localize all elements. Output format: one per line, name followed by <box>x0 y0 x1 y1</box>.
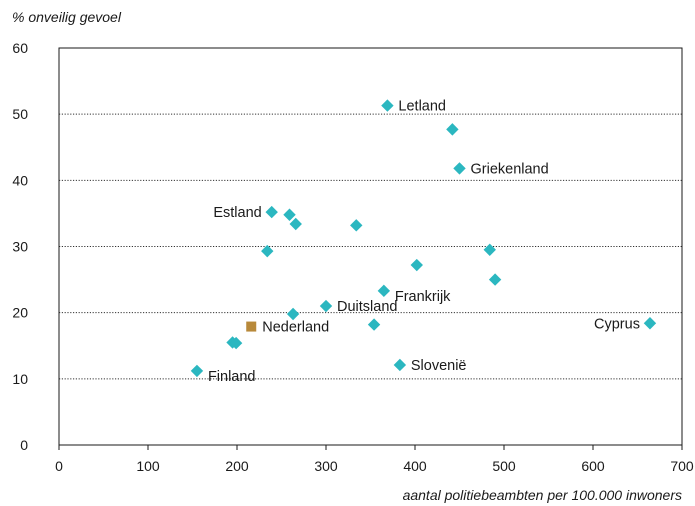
data-point <box>410 258 423 272</box>
x-tick-label: 600 <box>581 458 605 474</box>
point-label: Frankrijk <box>395 289 451 305</box>
point-label: Nederland <box>262 320 329 336</box>
data-point <box>393 358 407 372</box>
x-tick-label: 100 <box>136 458 160 474</box>
data-point-highlight <box>246 321 257 332</box>
x-tick-label: 400 <box>403 458 427 474</box>
data-point <box>488 273 502 286</box>
point-label: Cyprus <box>594 316 640 332</box>
data-point <box>377 284 391 298</box>
y-tick-label: 30 <box>12 239 28 255</box>
y-tick-label: 10 <box>12 371 28 387</box>
data-point <box>483 243 496 257</box>
x-tick-label: 300 <box>314 458 338 474</box>
data-point <box>446 123 459 136</box>
data-point <box>350 219 363 232</box>
data-point <box>381 99 394 112</box>
y-tick-label: 40 <box>12 172 28 188</box>
x-tick-labels: 0 100 200 300 400 500 600 700 <box>55 458 694 474</box>
x-tick-label: 200 <box>225 458 249 474</box>
data-point <box>367 318 381 331</box>
y-tick-label: 50 <box>12 106 28 122</box>
data-point <box>643 317 657 330</box>
point-label: Finland <box>208 369 256 385</box>
point-labels: Finland Nederland Estland DuitslandFrankrij… <box>208 99 640 385</box>
x-tick-label: 0 <box>55 458 63 474</box>
data-point <box>453 162 466 175</box>
point-label: Griekenland <box>471 161 549 177</box>
point-label: Slovenië <box>411 358 467 374</box>
x-axis-title: aantal politiebeambten per 100.000 inwon… <box>403 487 682 503</box>
axes <box>58 47 683 450</box>
gridlines <box>59 113 682 380</box>
point-label: Estland <box>213 205 261 221</box>
data-point <box>319 299 333 313</box>
data-point <box>265 205 278 219</box>
y-tick-label: 0 <box>20 437 28 453</box>
data-point <box>261 244 274 258</box>
y-tick-label: 20 <box>12 305 28 321</box>
y-tick-label: 60 <box>12 40 28 56</box>
data-points <box>190 99 657 378</box>
x-tick-label: 700 <box>670 458 694 474</box>
data-point <box>289 217 302 231</box>
y-axis-title: % onveilig gevoel <box>12 9 122 25</box>
plot-frame <box>58 47 683 446</box>
point-label: Letland <box>398 99 446 115</box>
data-point <box>286 307 300 321</box>
point-label: Duitsland <box>337 299 397 315</box>
y-tick-labels: 0 10 20 30 40 50 60 <box>12 40 28 453</box>
data-point <box>190 364 204 378</box>
x-tick-label: 500 <box>492 458 516 474</box>
data-point <box>283 208 296 221</box>
data-point <box>229 336 243 350</box>
